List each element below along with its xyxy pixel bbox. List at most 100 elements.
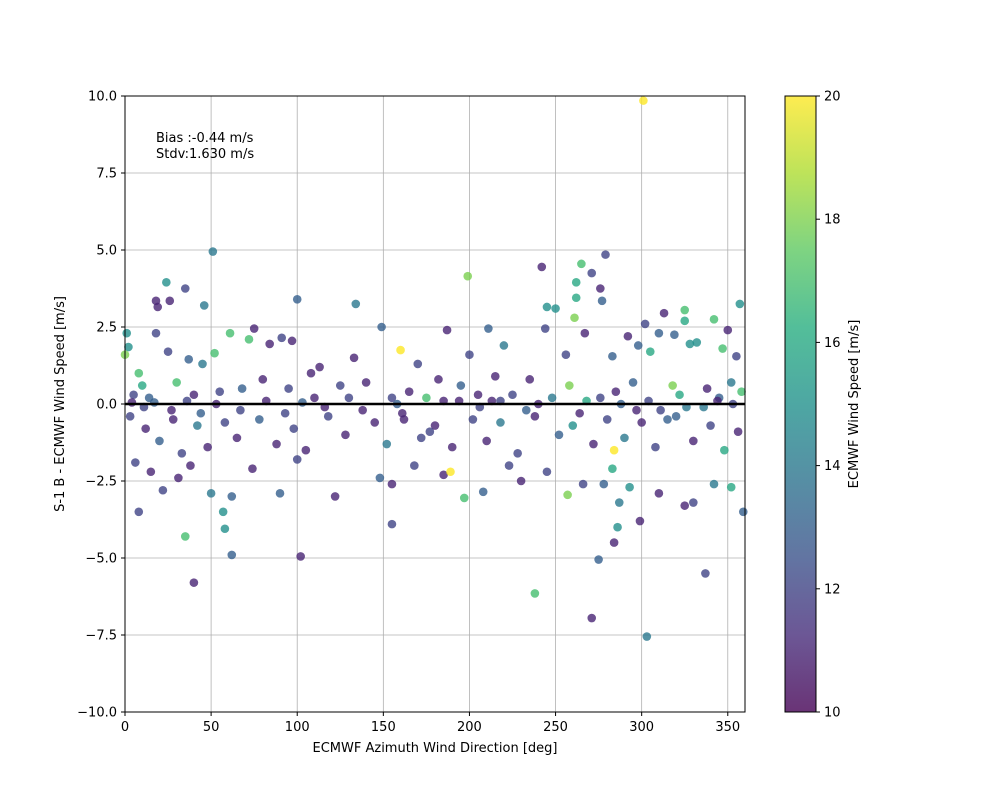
data-point <box>137 381 147 390</box>
data-point <box>735 299 745 309</box>
data-point <box>149 398 159 407</box>
data-point <box>596 393 605 403</box>
plot-area: 0 50 100 150 200 250 300 350 −10.0 −7.5 −5.0 −2.5 0… <box>53 90 748 756</box>
data-point <box>162 278 171 287</box>
data-point <box>637 418 646 427</box>
data-point <box>554 430 564 440</box>
data-point <box>155 436 164 446</box>
data-point <box>168 415 178 424</box>
colorbar-gradient <box>784 95 817 713</box>
data-point <box>244 335 254 344</box>
data-point <box>654 489 664 498</box>
data-point <box>165 296 175 306</box>
data-point <box>463 271 473 281</box>
data-point <box>608 351 617 361</box>
data-point <box>482 436 491 446</box>
data-point <box>516 476 526 486</box>
data-point <box>628 378 638 387</box>
data-point <box>193 421 202 430</box>
colorbar-tick-label: 12 <box>824 582 841 597</box>
data-point <box>180 532 190 541</box>
y-tick-label: −10.0 <box>77 706 117 721</box>
data-point <box>675 390 684 400</box>
data-point <box>465 350 474 360</box>
data-point <box>530 412 540 421</box>
data-point <box>632 405 641 415</box>
data-point <box>180 284 190 293</box>
data-point <box>265 339 274 349</box>
data-point <box>611 387 621 396</box>
data-point <box>258 375 268 384</box>
data-point <box>670 330 679 340</box>
data-point <box>232 433 242 443</box>
data-point <box>726 482 736 492</box>
data-point <box>551 304 560 313</box>
colorbar-tick-label: 10 <box>824 706 841 721</box>
x-tick-label: 300 <box>629 720 654 735</box>
data-point <box>425 427 435 437</box>
data-point <box>561 350 571 360</box>
data-point <box>702 384 712 393</box>
colorbar-ticks: 10 12 14 16 18 20 <box>816 90 841 721</box>
data-point <box>478 487 488 497</box>
data-point <box>597 296 607 306</box>
data-point <box>344 393 354 403</box>
colorbar: 10 12 14 16 18 20 ECMWF Wind Speed [m/s] <box>784 90 862 721</box>
data-point <box>410 461 419 470</box>
y-axis-ticks: −10.0 −7.5 −5.0 −2.5 0.0 2.5 5.0 7.5 10.0 <box>77 90 125 721</box>
y-tick-label: 0.0 <box>96 398 117 413</box>
data-point <box>692 338 702 347</box>
y-tick-label: −7.5 <box>85 629 117 644</box>
data-point <box>310 393 319 403</box>
data-point <box>640 319 650 329</box>
data-point <box>732 351 741 361</box>
data-point <box>709 315 719 324</box>
x-axis-title: ECMWF Azimuth Wind Direction [deg] <box>313 741 558 756</box>
data-point <box>442 325 452 335</box>
data-point <box>504 461 514 470</box>
data-point <box>361 378 371 387</box>
data-point <box>446 467 455 477</box>
data-point <box>680 501 690 510</box>
data-point <box>587 268 597 278</box>
data-point <box>459 493 469 503</box>
data-point <box>375 473 385 483</box>
y-tick-label: −2.5 <box>85 475 117 490</box>
data-point <box>203 442 212 452</box>
data-point <box>609 538 619 547</box>
data-point <box>706 421 715 430</box>
data-point <box>614 498 624 507</box>
data-point <box>413 359 423 369</box>
data-point <box>639 96 648 105</box>
data-point <box>416 433 426 443</box>
data-point <box>220 418 230 427</box>
data-point <box>227 492 237 501</box>
data-point <box>210 348 219 358</box>
data-point <box>125 412 135 421</box>
data-point <box>129 390 138 400</box>
data-point <box>370 418 380 427</box>
data-point <box>635 516 645 526</box>
y-tick-label: 7.5 <box>96 167 117 182</box>
data-point <box>404 387 414 396</box>
x-tick-label: 350 <box>715 720 740 735</box>
data-point <box>249 324 259 333</box>
data-point <box>296 552 305 561</box>
data-point <box>596 284 605 293</box>
data-point <box>651 442 660 452</box>
data-point <box>654 328 664 338</box>
data-point <box>151 328 161 338</box>
x-tick-label: 150 <box>371 720 396 735</box>
data-point <box>236 405 245 415</box>
data-point <box>580 328 590 338</box>
colorbar-tick-label: 18 <box>824 213 841 228</box>
bias-annotation: Bias :-0.44 m/s <box>156 131 254 146</box>
data-point <box>387 393 397 403</box>
data-point <box>280 408 290 418</box>
data-point <box>330 492 340 501</box>
data-point <box>542 467 552 477</box>
data-point <box>396 345 405 355</box>
data-point <box>172 378 181 387</box>
data-point <box>255 415 264 424</box>
